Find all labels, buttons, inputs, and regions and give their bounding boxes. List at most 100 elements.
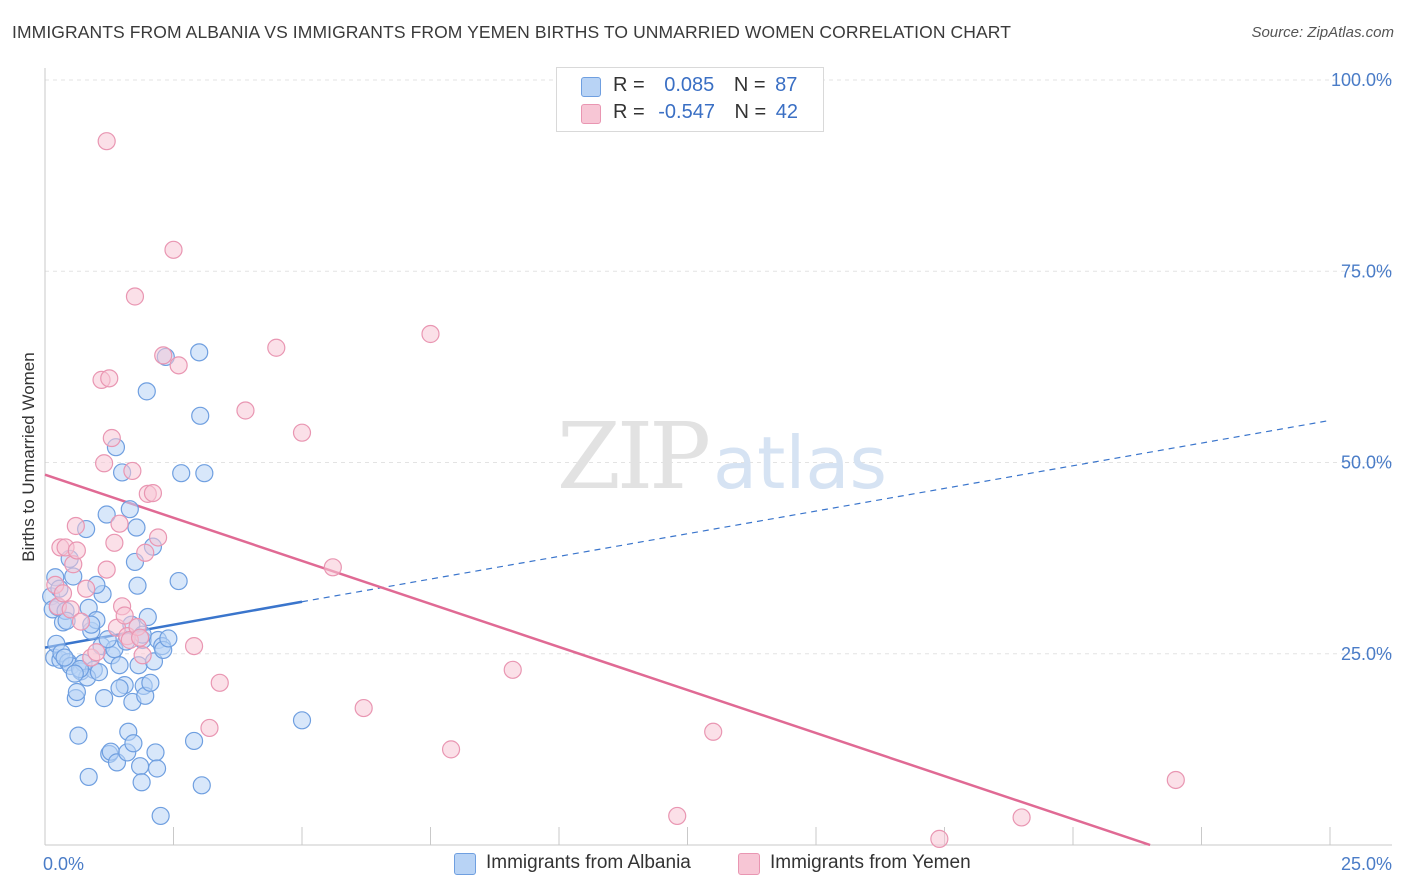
watermark: ZIP atlas [557, 403, 887, 510]
albania-point [172, 464, 191, 483]
yemen-point [704, 722, 723, 741]
albania-trend-solid [44, 600, 303, 649]
legend-n-label: N = [733, 74, 766, 96]
y-tick-label: 25.0% [1341, 644, 1392, 664]
yemen-point [210, 673, 229, 692]
series-legend: Immigrants from Albania Immigrants from … [0, 852, 1406, 878]
albania-point [110, 679, 129, 698]
albania-point [65, 664, 84, 683]
yemen-point [136, 543, 155, 562]
watermark-atlas: atlas [713, 421, 887, 505]
yemen-points [46, 132, 1185, 848]
yemen-point [125, 287, 145, 306]
albania-point [192, 776, 211, 795]
albania-point [147, 759, 167, 778]
yemen-point [354, 698, 373, 718]
albania-point [130, 757, 150, 776]
yemen-point [323, 558, 342, 577]
y-tick-label: 100.0% [1331, 70, 1392, 90]
yemen-legend-label: Immigrants from Yemen [770, 852, 971, 873]
yemen-point [441, 740, 461, 759]
albania-point [110, 656, 129, 675]
albania-legend-swatch [454, 853, 476, 875]
yemen-point [95, 454, 114, 473]
albania-point [137, 382, 156, 401]
albania-point [190, 343, 209, 362]
yemen-point [133, 646, 152, 665]
yemen-point [87, 643, 106, 662]
albania-point [151, 806, 170, 826]
yemen-point [53, 584, 73, 603]
yemen-point [169, 356, 188, 375]
albania-point [169, 571, 188, 591]
yemen-point [154, 346, 173, 365]
axes [44, 68, 1392, 846]
trend-lines [44, 419, 1331, 847]
yemen-point [77, 579, 96, 598]
x-tick-label: 0.0% [43, 854, 84, 874]
yemen-point [100, 369, 119, 388]
albania-point [79, 767, 98, 787]
source-label: Source: ZipAtlas.com [1251, 24, 1394, 41]
yemen-point [668, 806, 687, 826]
yemen-point [110, 514, 129, 533]
albania-point [67, 682, 86, 702]
yemen-point [503, 660, 522, 679]
yemen-point [61, 600, 80, 619]
albania-point [128, 576, 147, 595]
yemen-point [143, 484, 163, 503]
y-tick-label: 50.0% [1341, 453, 1392, 473]
albania-point [124, 734, 143, 753]
albania-point [127, 518, 146, 537]
legend-r-label: R = [613, 74, 645, 96]
legend-r-label: R = [613, 101, 645, 123]
albania-swatch [581, 77, 601, 97]
yemen-point [105, 533, 124, 552]
yemen-legend-swatch [738, 853, 760, 875]
yemen-trend-solid [44, 473, 1151, 847]
x-tick-label: 25.0% [1341, 854, 1392, 874]
legend-r-albania: 0.085 [664, 74, 715, 96]
yemen-point [200, 718, 219, 738]
yemen-point [267, 338, 286, 357]
yemen-point [130, 628, 150, 647]
yemen-point [115, 606, 134, 625]
yemen-point [421, 324, 440, 344]
albania-point [95, 689, 114, 708]
yemen-point [71, 612, 91, 631]
yemen-point [97, 560, 116, 579]
yemen-point [66, 516, 85, 536]
albania-point [141, 673, 160, 692]
albania-point [132, 773, 151, 792]
yemen-point [164, 240, 183, 259]
legend-r-yemen: -0.547 [658, 101, 715, 123]
albania-point [97, 505, 116, 524]
y-tick-label: 75.0% [1341, 261, 1392, 281]
yemen-point [123, 461, 142, 481]
albania-point [89, 663, 109, 682]
chart-title: IMMIGRANTS FROM ALBANIA VS IMMIGRANTS FR… [12, 22, 1012, 42]
legend-n-yemen: 42 [775, 101, 799, 123]
albania-point [184, 731, 204, 751]
yemen-point [184, 636, 204, 656]
yemen-point [102, 428, 121, 448]
yemen-point [1166, 770, 1185, 790]
yemen-swatch [581, 104, 601, 124]
albania-point [292, 711, 312, 730]
yemen-point [1012, 808, 1031, 827]
tick-labels: 25.0% 50.0% 75.0% 100.0% 0.0% 25.0% [43, 70, 1392, 874]
correlation-legend: R = 0.085 N = 87 R = -0.547 N = 42 [556, 67, 824, 132]
albania-point [159, 629, 178, 648]
albania-point [69, 726, 88, 745]
yemen-point [97, 132, 116, 151]
watermark-zip: ZIP [557, 403, 708, 510]
albania-trend-dashed [301, 419, 1331, 603]
yemen-point [236, 401, 255, 420]
yemen-point [148, 528, 168, 547]
albania-point [146, 743, 165, 762]
albania-legend-label: Immigrants from Albania [486, 852, 691, 873]
albania-point [195, 464, 214, 483]
albania-point [120, 500, 139, 519]
yemen-point [930, 829, 949, 848]
